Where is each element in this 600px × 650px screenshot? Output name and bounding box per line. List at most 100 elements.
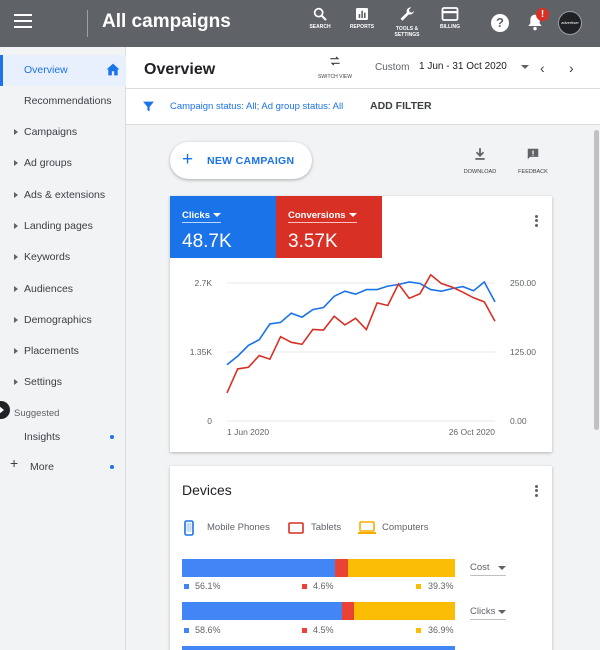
add-filter-button[interactable]: ADD FILTER <box>370 100 432 112</box>
home-icon <box>106 63 120 76</box>
sidebar-item-demographics[interactable]: Demographics <box>0 305 126 336</box>
sidebar-item-landing-pages[interactable]: Landing pages <box>0 211 126 242</box>
chevron-right-icon <box>14 286 18 292</box>
chevron-down-icon <box>498 566 506 570</box>
reports-button[interactable]: REPORTS <box>342 6 382 42</box>
legend-tablets: Tablets <box>311 522 342 533</box>
bar-segment-tablets <box>341 602 355 620</box>
computer-icon <box>358 521 376 534</box>
date-custom-label: Custom <box>375 62 410 73</box>
chevron-right-icon <box>14 160 18 166</box>
more-vert-icon[interactable] <box>529 213 543 229</box>
devices-title: Devices <box>182 482 232 498</box>
avatar[interactable]: advertiser <box>558 11 582 35</box>
sidebar-item-label: Overview <box>24 64 68 76</box>
clicks-value: 48.7K <box>182 231 232 252</box>
chevron-down-icon <box>213 213 221 218</box>
date-range-selector[interactable]: 1 Jun - 31 Oct 2020 <box>419 61 507 72</box>
menu-icon[interactable] <box>14 14 32 28</box>
overview-title: Overview <box>144 61 216 78</box>
sidebar-item-audiences[interactable]: Audiences <box>0 274 126 305</box>
sidebar-item-keywords[interactable]: Keywords <box>0 242 126 273</box>
clicks-metric-tab[interactable]: Clicks 48.7K <box>170 196 276 258</box>
header-divider <box>87 10 88 37</box>
metric-select-value: Clicks <box>470 606 496 617</box>
computers-color-dot <box>416 584 421 589</box>
sidebar: Overview Recommendations Campaigns Ad gr… <box>0 47 126 650</box>
conversions-metric-tab[interactable]: Conversions 3.57K <box>276 196 382 258</box>
chevron-right-icon <box>14 379 18 385</box>
clicks-metric-selector[interactable]: Clicks <box>182 210 221 223</box>
filter-icon[interactable] <box>142 100 155 113</box>
chevron-down-icon[interactable] <box>521 65 529 69</box>
chevron-down-icon <box>348 213 357 218</box>
billing-button[interactable]: BILLING <box>430 6 470 42</box>
cost-computers-pct: 39.3% <box>428 581 454 591</box>
sidebar-item-placements[interactable]: Placements <box>0 336 126 367</box>
notification-badge: ! <box>536 8 549 21</box>
feedback-label: FEEDBACK <box>518 169 548 175</box>
x-tick-label: 26 Oct 2020 <box>449 427 496 437</box>
switch-view-button[interactable]: SWITCH VIEW <box>312 54 358 80</box>
x-tick-label: 1 Jun 2020 <box>227 427 269 437</box>
conversions-metric-selector[interactable]: Conversions <box>288 210 357 223</box>
sidebar-item-ads-extensions[interactable]: Ads & extensions <box>0 180 126 211</box>
y-right-tick-label: 0.00 <box>510 416 527 426</box>
new-indicator-dot <box>110 465 114 469</box>
mobile-phone-icon <box>184 520 194 536</box>
suggested-heading: Suggested <box>14 408 60 419</box>
sidebar-item-label: Keywords <box>24 251 71 263</box>
bar-segment-computers <box>354 602 455 620</box>
page-title: All campaigns <box>102 11 231 32</box>
plus-icon: + <box>182 149 194 170</box>
y-left-tick-label: 2.7K <box>195 278 213 288</box>
billing-button-label: BILLING <box>440 24 460 30</box>
sidebar-item-settings[interactable]: Settings <box>0 367 126 398</box>
help-icon[interactable]: ? <box>491 14 509 32</box>
download-label: DOWNLOAD <box>463 169 497 175</box>
mobile-color-dot <box>184 628 189 633</box>
device-bar-cost <box>182 559 455 577</box>
metric-name: Clicks <box>182 210 210 221</box>
clicks-metric-select[interactable]: Clicks <box>470 606 506 620</box>
content-header: Overview SWITCH VIEW Custom 1 Jun - 31 O… <box>126 47 600 89</box>
chevron-down-icon <box>498 610 506 614</box>
feedback-icon <box>527 148 539 160</box>
chevron-right-icon <box>14 317 18 323</box>
chevron-right-icon <box>14 129 18 135</box>
filter-bar: Campaign status: All; Ad group status: A… <box>126 89 600 125</box>
feedback-button[interactable]: FEEDBACK <box>513 147 553 175</box>
legend-mobile-phones: Mobile Phones <box>207 522 270 533</box>
bar-segment-tablets <box>335 559 348 577</box>
chevron-left-icon[interactable]: ‹ <box>540 60 545 76</box>
chevron-right-icon[interactable]: › <box>569 60 574 76</box>
performance-line-chart: 0 1.35K 2.7K 0.00 125.00 250.00 1 Jun 2020 26… <box>190 273 536 437</box>
y-left-tick-label: 1.35K <box>190 347 213 357</box>
sidebar-item-label: Demographics <box>24 314 92 326</box>
wrench-icon <box>400 7 414 21</box>
chevron-right-icon <box>0 406 4 414</box>
search-button[interactable]: SEARCH <box>300 6 340 42</box>
tools-settings-button[interactable]: TOOLS & SETTINGS <box>387 6 427 42</box>
chevron-right-icon <box>14 223 18 229</box>
scrollbar-thumb[interactable] <box>594 130 599 430</box>
chevron-right-icon <box>14 348 18 354</box>
cost-metric-select[interactable]: Cost <box>470 562 506 576</box>
sidebar-item-campaigns[interactable]: Campaigns <box>0 117 126 148</box>
sidebar-item-overview[interactable]: Overview <box>0 55 126 86</box>
sidebar-item-more[interactable]: + More <box>0 452 126 483</box>
sidebar-item-insights[interactable]: Insights <box>0 422 126 453</box>
conversions-value: 3.57K <box>288 231 338 252</box>
sidebar-item-label: Landing pages <box>24 220 93 232</box>
active-filter-chip[interactable]: Campaign status: All; Ad group status: A… <box>170 101 344 112</box>
sidebar-item-ad-groups[interactable]: Ad groups <box>0 148 126 179</box>
new-campaign-button[interactable]: + NEW CAMPAIGN <box>170 142 312 179</box>
tablets-color-dot <box>302 628 307 633</box>
tablets-color-dot <box>302 584 307 589</box>
download-button[interactable]: DOWNLOAD <box>460 147 500 175</box>
more-vert-icon[interactable] <box>529 483 543 499</box>
sidebar-item-label: Settings <box>24 376 62 388</box>
sidebar-item-recommendations[interactable]: Recommendations <box>0 86 126 117</box>
collapse-sidebar-button[interactable] <box>0 401 10 419</box>
computers-color-dot <box>416 628 421 633</box>
